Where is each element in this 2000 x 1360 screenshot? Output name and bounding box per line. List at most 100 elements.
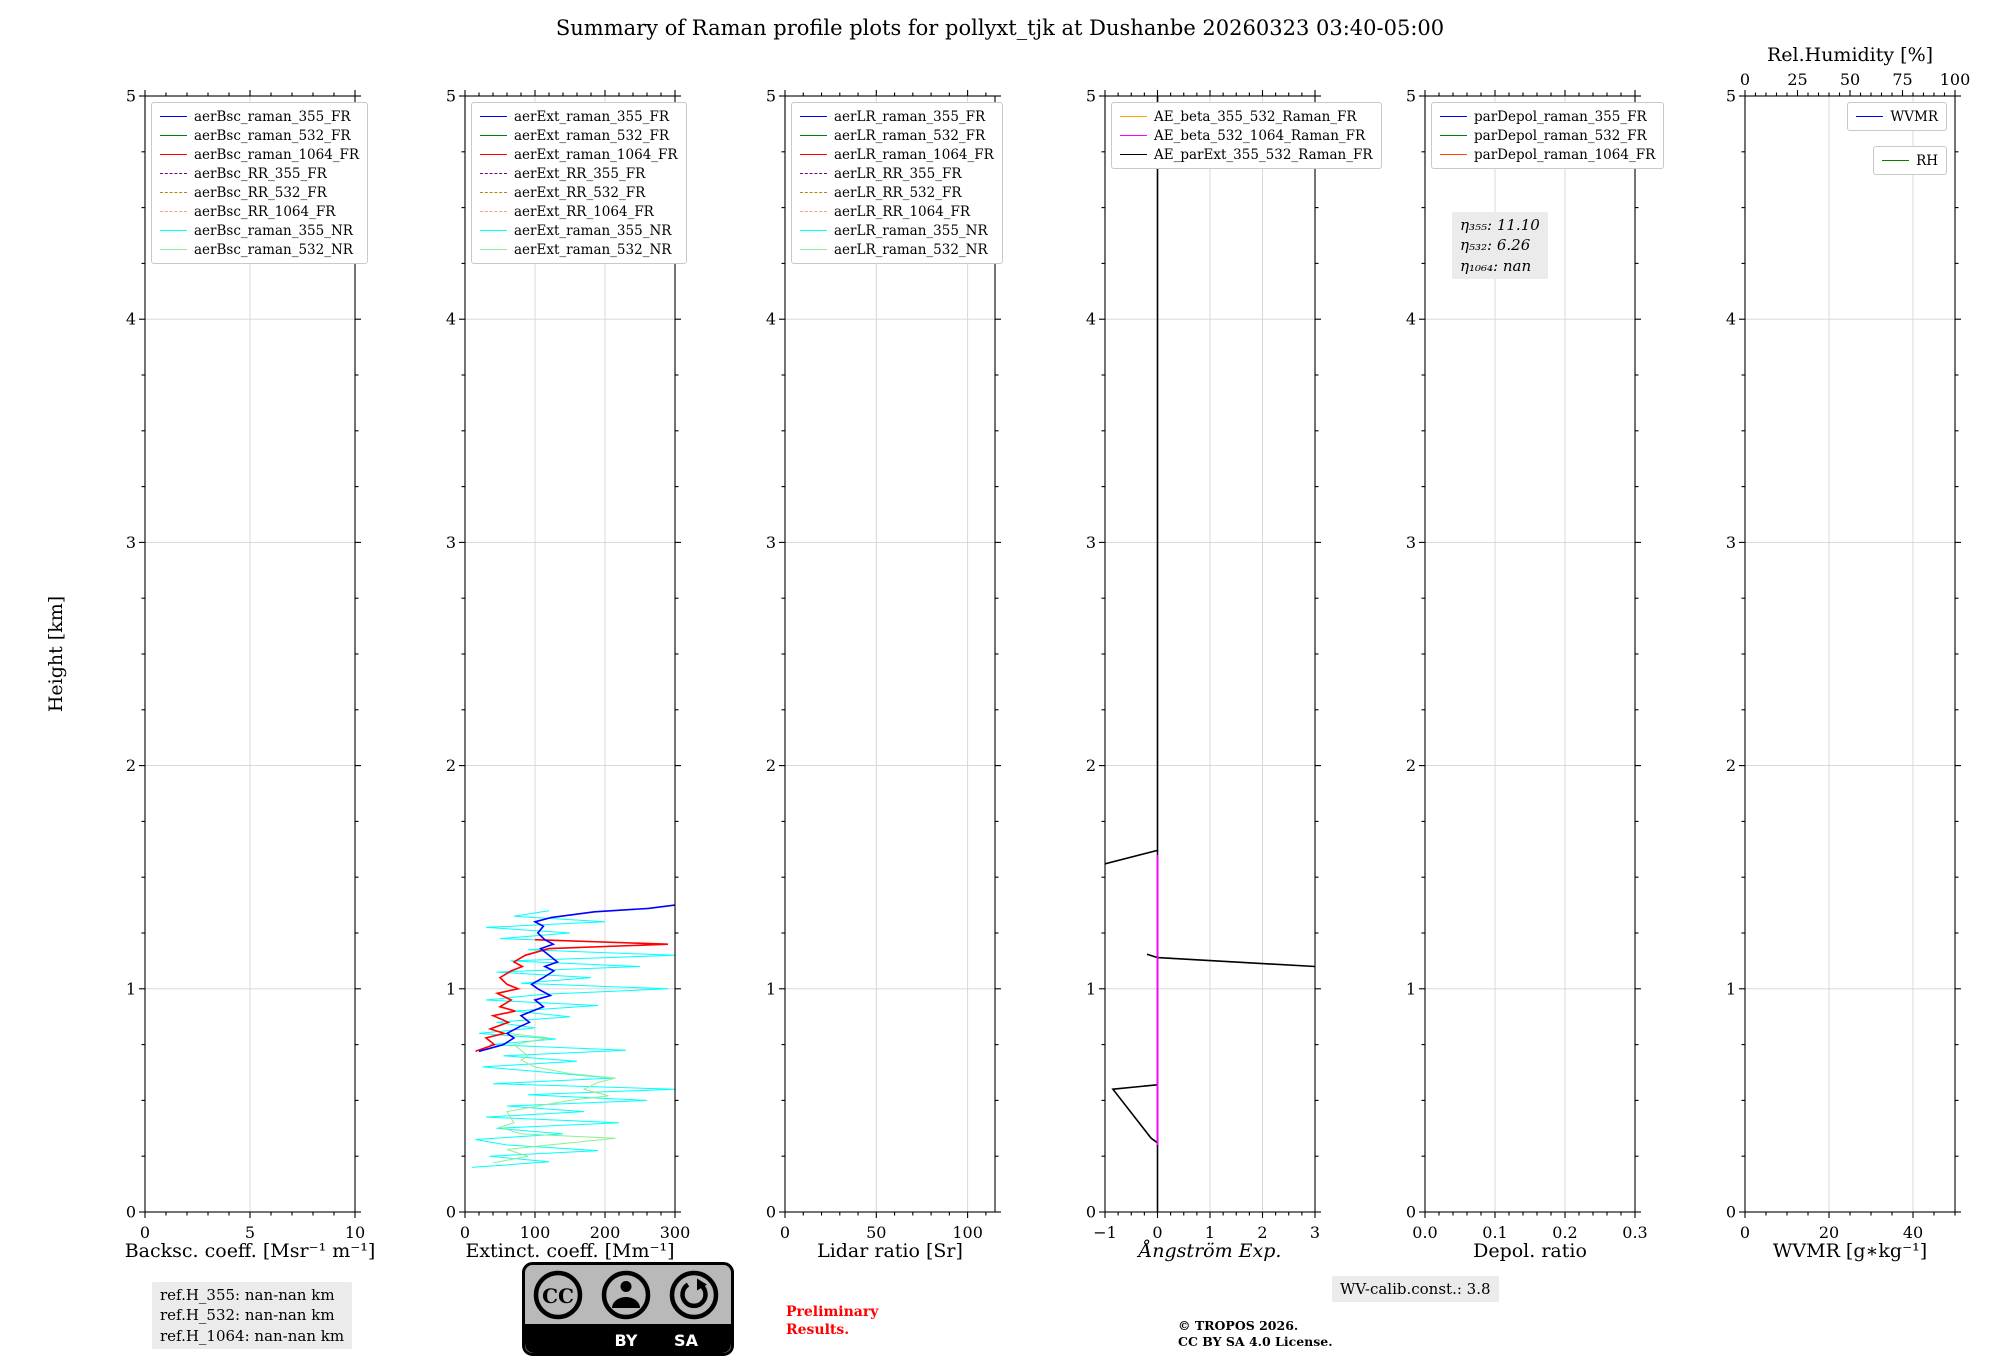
rel-humidity-axis-label: Rel.Humidity [%] — [1766, 44, 1934, 66]
legend-wvmr: WVMR — [1847, 102, 1947, 131]
xlabel-depol: Depol. ratio — [1473, 1240, 1587, 1262]
legend-item: aerBsc_raman_532_NR — [160, 240, 359, 259]
legend-label: aerExt_RR_1064_FR — [514, 203, 654, 220]
legend-item: aerBsc_RR_355_FR — [160, 164, 359, 183]
legend-item: AE_parExt_355_532_Raman_FR — [1120, 145, 1373, 164]
legend-item: aerBsc_raman_355_FR — [160, 107, 359, 126]
reference-height-annotation: ref.H_355: nan-nan km ref.H_532: nan-nan… — [152, 1282, 353, 1349]
badge-sa-label: SA — [674, 1331, 699, 1350]
legend-line-sample — [1120, 154, 1147, 155]
legend-item: aerLR_raman_532_NR — [800, 240, 994, 259]
svg-text:75: 75 — [1892, 70, 1912, 89]
series-AE_parExt_355_532_Raman_FR — [1105, 96, 1159, 865]
panel-angstroem-series — [1105, 96, 1315, 1212]
legend-item: aerBsc_RR_532_FR — [160, 183, 359, 202]
legend-item: parDepol_raman_1064_FR — [1440, 145, 1655, 164]
cc-icon: CC — [533, 1270, 583, 1320]
ref-h-355: ref.H_355: nan-nan km — [160, 1286, 335, 1304]
svg-text:1: 1 — [446, 979, 456, 998]
svg-text:0.1: 0.1 — [1482, 1223, 1507, 1242]
legend-line-sample — [480, 192, 507, 193]
svg-text:1: 1 — [1726, 979, 1736, 998]
svg-text:2: 2 — [1257, 1223, 1267, 1242]
legend-item: AE_beta_355_532_Raman_FR — [1120, 107, 1373, 126]
svg-text:2: 2 — [126, 756, 136, 775]
wv-calibration-annotation: WV-calib.const.: 3.8 — [1332, 1276, 1499, 1303]
preliminary-results-note: Preliminary Results. — [786, 1304, 878, 1339]
legend-line-sample — [160, 211, 187, 212]
svg-text:40: 40 — [1903, 1223, 1923, 1242]
svg-text:1: 1 — [1086, 979, 1096, 998]
legend-label: parDepol_raman_1064_FR — [1474, 146, 1656, 163]
legend-line-sample — [160, 154, 187, 155]
legend-item: aerLR_raman_355_NR — [800, 221, 994, 240]
legend-line-sample — [480, 154, 507, 155]
legend-line-sample — [1440, 116, 1467, 117]
legend-line-sample — [800, 192, 827, 193]
legend-line-sample — [160, 192, 187, 193]
svg-text:2: 2 — [1086, 756, 1096, 775]
svg-text:2: 2 — [1726, 756, 1736, 775]
legend-label: aerBsc_RR_532_FR — [194, 184, 327, 201]
svg-text:0: 0 — [1740, 70, 1750, 89]
legend-label: aerLR_raman_355_NR — [834, 222, 988, 239]
legend-label: RH — [1916, 152, 1938, 169]
legend-label: aerBsc_raman_355_FR — [194, 108, 351, 125]
badge-bottom-band — [525, 1324, 731, 1353]
svg-text:0: 0 — [1406, 1203, 1416, 1222]
svg-text:0: 0 — [1740, 1223, 1750, 1242]
svg-text:3: 3 — [1310, 1223, 1320, 1242]
cc-by-sa-badge: CC BY SA — [522, 1262, 734, 1356]
legend-label: aerExt_RR_532_FR — [514, 184, 646, 201]
preliminary-line-2: Results. — [786, 1321, 850, 1338]
legend-item: aerLR_RR_355_FR — [800, 164, 994, 183]
preliminary-line-1: Preliminary — [786, 1304, 879, 1320]
legend-label: aerBsc_raman_355_NR — [194, 222, 353, 239]
svg-text:4: 4 — [1406, 310, 1416, 329]
legend-label: aerExt_raman_355_FR — [514, 108, 669, 125]
legend-line-sample — [800, 116, 827, 117]
legend-line-sample — [1440, 154, 1467, 155]
svg-text:4: 4 — [1726, 310, 1736, 329]
legend-line-sample — [800, 211, 827, 212]
legend-item: aerExt_raman_532_NR — [480, 240, 678, 259]
legend-item: aerLR_raman_532_FR — [800, 126, 994, 145]
svg-text:5: 5 — [766, 87, 776, 106]
legend-label: AE_parExt_355_532_Raman_FR — [1154, 146, 1373, 163]
legend-item: aerExt_raman_355_FR — [480, 107, 678, 126]
svg-text:CC: CC — [542, 1284, 574, 1308]
legend-item: aerBsc_raman_1064_FR — [160, 145, 359, 164]
xlabel-angstroem: Ångström Exp. — [1138, 1240, 1282, 1262]
svg-text:3: 3 — [1406, 533, 1416, 552]
legend-item: aerExt_raman_1064_FR — [480, 145, 678, 164]
series-AE_parExt_355_532_Raman_FR — [1111, 1084, 1158, 1144]
svg-text:25: 25 — [1787, 70, 1807, 89]
legend-item: aerBsc_raman_355_NR — [160, 221, 359, 240]
legend-item: parDepol_raman_532_FR — [1440, 126, 1655, 145]
svg-text:4: 4 — [446, 310, 456, 329]
legend-line-sample — [480, 173, 507, 174]
svg-text:0: 0 — [140, 1223, 150, 1242]
svg-text:20: 20 — [1819, 1223, 1839, 1242]
svg-text:100: 100 — [520, 1223, 551, 1242]
xlabel-wvmr: WVMR [g∗kg⁻¹] — [1772, 1240, 1928, 1262]
copyright-note: © TROPOS 2026. CC BY SA 4.0 License. — [1178, 1318, 1333, 1351]
legend-label: WVMR — [1890, 108, 1938, 125]
legend-label: aerExt_raman_355_NR — [514, 222, 672, 239]
svg-text:0: 0 — [766, 1203, 776, 1222]
sa-icon — [669, 1270, 719, 1320]
svg-text:10: 10 — [345, 1223, 365, 1242]
svg-text:100: 100 — [952, 1223, 983, 1242]
legend-item: aerLR_RR_1064_FR — [800, 202, 994, 221]
eta-532-value: η₅₃₂: 6.26 — [1460, 236, 1531, 255]
svg-text:5: 5 — [1406, 87, 1416, 106]
legend-label: aerLR_raman_532_NR — [834, 241, 988, 258]
eta-355-value: η₃₅₅: 11.10 — [1460, 216, 1540, 234]
svg-text:1: 1 — [766, 979, 776, 998]
legend-label: aerLR_RR_355_FR — [834, 165, 962, 182]
xlabel-extinction: Extinct. coeff. [Mm⁻¹] — [465, 1240, 675, 1262]
series-aerExt_raman_355_FR — [478, 904, 675, 1053]
svg-text:3: 3 — [446, 533, 456, 552]
